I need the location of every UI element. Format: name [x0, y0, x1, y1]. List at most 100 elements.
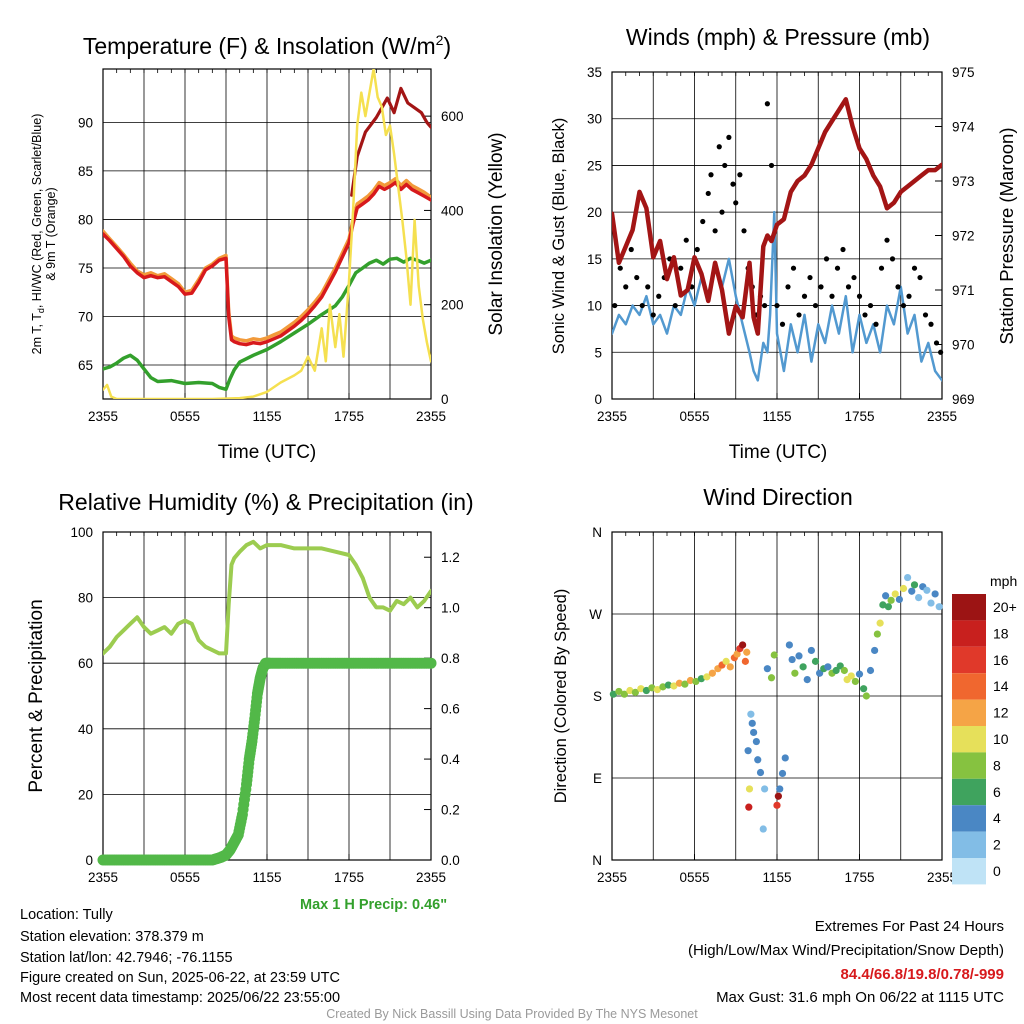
dir-point: [615, 687, 623, 696]
rh-ytick-label: 20: [78, 787, 93, 802]
rh-y2tick-label: 0.8: [441, 651, 460, 666]
dir-point: [670, 682, 678, 690]
wind-gust-dot: [712, 228, 718, 234]
temp-series-0: [350, 86, 431, 197]
dir-point: [745, 803, 753, 811]
rh-ylabel-left: Percent & Precipitation: [26, 599, 47, 792]
wind-gust-dot: [722, 162, 728, 169]
wind-gust-dot: [933, 340, 940, 346]
rh-xtick-label: 0555: [170, 870, 200, 885]
dir-point: [747, 710, 755, 718]
temp-ytick-label: 85: [78, 164, 93, 179]
dir-point: [860, 685, 868, 693]
temp-ylabel-left-2: & 9m T (Orange): [44, 187, 58, 280]
colorbar-label: 0: [993, 863, 1001, 879]
wind-y2tick-label: 972: [952, 229, 975, 244]
wind-gust-dot: [617, 265, 623, 271]
dir-point: [791, 669, 799, 677]
dir-point: [899, 584, 908, 593]
wind-xtick-label: 0555: [679, 409, 709, 424]
dir-point: [722, 657, 730, 665]
dir-point: [891, 590, 899, 598]
dir-point: [851, 677, 859, 686]
colorbar-label: 20+: [993, 599, 1017, 615]
temp-ytick-label: 65: [78, 358, 93, 373]
dir-point: [726, 663, 734, 671]
wind-xtick-label: 1755: [844, 409, 874, 424]
dir-ytick-label: N: [592, 525, 602, 540]
colorbar-swatch: [952, 778, 986, 806]
dir-point: [733, 650, 741, 658]
wind-title: Winds (mph) & Pressure (mb): [626, 24, 930, 50]
dir-point: [879, 601, 887, 609]
latlon-text: Station lat/lon: 42.7946; -76.1155: [20, 950, 233, 966]
dir-point: [882, 592, 890, 600]
temp-xtick-label: 2355: [88, 409, 118, 424]
dir-point: [659, 683, 667, 691]
wind-gust-dot: [683, 237, 689, 243]
dir-point: [935, 603, 943, 611]
created-text: Figure created on Sun, 2025-06-22, at 23…: [20, 970, 340, 986]
dir-point: [756, 768, 765, 777]
wind-y2tick-label: 971: [952, 283, 975, 298]
temp-ylabel-left: 2m T, Td, HI/WC (Red, Green, Scarlet/Blu…: [30, 114, 46, 355]
wind-xtick-label: 1155: [762, 409, 791, 424]
wind-gust-dot: [708, 172, 714, 178]
dir-point: [739, 641, 747, 649]
wind-gust-dot: [862, 312, 868, 318]
dir-point: [816, 669, 824, 677]
dir-point: [744, 747, 752, 755]
rh-series-0: [103, 539, 431, 656]
dir-point: [895, 595, 903, 604]
wind-gust-dot: [796, 312, 802, 318]
wind-gust-dot: [895, 284, 901, 290]
wind-ytick-label: 30: [587, 112, 602, 127]
temp-xtick-label: 0555: [170, 409, 200, 424]
wind-gust-dot: [694, 246, 700, 253]
wind-gust-dot: [928, 321, 934, 327]
dir-point: [862, 692, 870, 700]
colorbar-swatch: [952, 752, 986, 779]
wind-gust-dot: [737, 172, 743, 178]
dir-ytick-label: W: [589, 607, 602, 622]
max-precip-annotation: Max 1 H Precip: 0.46": [300, 897, 448, 913]
dir-point: [795, 652, 803, 660]
wind-gust-dot: [785, 284, 791, 290]
wind-gust-dot: [716, 144, 722, 150]
wind-gust-dot: [764, 101, 770, 107]
colorbar-title: mph: [990, 573, 1017, 589]
recent-text: Most recent data timestamp: 2025/06/22 2…: [20, 990, 341, 1006]
max-gust-text: Max Gust: 31.6 mph On 06/22 at 1115 UTC: [716, 989, 1004, 1006]
rh-ytick-label: 60: [78, 656, 93, 671]
extremes-subtitle: (High/Low/Max Wind/Precipitation/Snow De…: [688, 942, 1004, 959]
dir-point: [832, 666, 840, 675]
wind-ytick-label: 0: [594, 392, 602, 407]
wind-y2tick-label: 975: [952, 65, 975, 80]
temp-y2tick-label: 0: [441, 392, 449, 407]
wind-ylabel-right: Station Pressure (Maroon): [996, 128, 1017, 345]
temp-ytick-label: 90: [78, 115, 93, 130]
dir-point: [681, 680, 689, 688]
temp-series-4: [103, 69, 431, 399]
wind-gust-dot: [900, 302, 907, 309]
wind-ylabel-left: Sonic Wind & Gust (Blue, Black): [550, 118, 568, 355]
wind-gust-dot: [834, 265, 841, 271]
dir-title: Wind Direction: [703, 484, 853, 510]
temp-series-3: [103, 256, 431, 392]
dir-point: [675, 679, 683, 687]
dir-point: [609, 690, 617, 698]
rh-y2tick-label: 1.0: [441, 601, 460, 616]
dir-point: [637, 685, 645, 693]
temp-xtick-label: 1755: [334, 409, 364, 424]
dir-xtick-label: 2355: [597, 870, 627, 885]
dir-point: [692, 677, 700, 686]
wind-xlabel: Time (UTC): [729, 442, 828, 463]
dir-point: [910, 581, 919, 589]
dir-point: [763, 665, 771, 673]
rh-xtick-label: 1155: [252, 870, 281, 885]
colorbar-swatch: [952, 594, 986, 621]
dir-point: [866, 666, 875, 675]
wind-gust-dot: [672, 302, 678, 309]
rh-xtick-label: 2355: [416, 870, 446, 885]
wind-gust-dot: [762, 302, 768, 309]
